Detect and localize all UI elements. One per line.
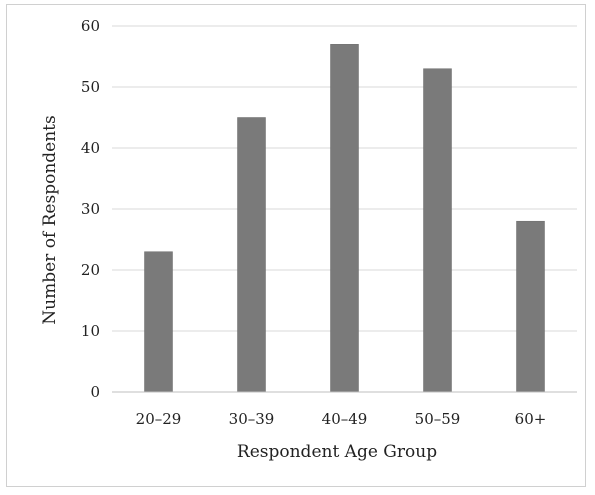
x-tick-label: 20–29 <box>136 410 182 428</box>
x-tick-labels: 20–29 30–39 40–49 50–59 60+ <box>136 410 547 428</box>
y-tick-labels: 0 10 20 30 40 50 60 <box>81 17 100 401</box>
bar-3 <box>330 44 359 393</box>
bar-5 <box>516 220 545 393</box>
y-tick-label: 50 <box>81 78 100 96</box>
x-tick-label: 30–39 <box>229 410 275 428</box>
bar-2 <box>237 117 266 393</box>
bars <box>144 44 545 393</box>
y-tick-label: 40 <box>81 139 100 157</box>
x-axis-label: Respondent Age Group <box>237 442 437 462</box>
y-tick-label: 10 <box>81 322 100 340</box>
x-tick-label: 50–59 <box>415 410 461 428</box>
y-axis-label: Number of Respondents <box>40 115 60 324</box>
bar-chart: 0 10 20 30 40 50 60 20–29 30–39 40–49 50–59 60+ Re… <box>40 17 577 462</box>
bar-4 <box>423 68 452 393</box>
chart-frame: 0 10 20 30 40 50 60 20–29 30–39 40–49 50–59 60+ Re… <box>6 4 586 487</box>
bar-1 <box>144 251 173 393</box>
x-tick-label: 60+ <box>515 410 547 428</box>
x-tick-label: 40–49 <box>322 410 368 428</box>
y-tick-label: 20 <box>81 261 100 279</box>
y-tick-label: 0 <box>90 383 100 401</box>
y-tick-label: 60 <box>81 17 100 35</box>
y-tick-label: 30 <box>81 200 100 218</box>
